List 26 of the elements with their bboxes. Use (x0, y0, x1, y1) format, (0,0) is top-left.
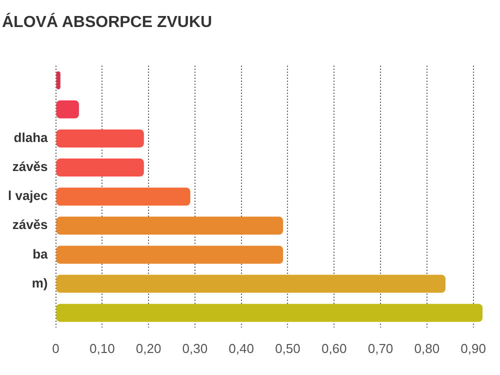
bar (56, 188, 190, 206)
x-tick-label: 0,70 (368, 340, 394, 356)
x-tick-label: 0 (52, 340, 60, 356)
x-tick-label: 0,20 (136, 340, 162, 356)
x-tick-label: 0,90 (460, 340, 486, 356)
bar (56, 274, 446, 293)
bar (56, 100, 79, 118)
y-tick-label: ba (32, 246, 49, 262)
chart-title: ÁLOVÁ ABSORPCE ZVUKU (2, 14, 212, 32)
x-tick-label: 0,60 (321, 340, 347, 356)
bar (56, 71, 60, 90)
bar (56, 216, 284, 235)
bar (56, 129, 144, 148)
bar (56, 158, 144, 177)
x-tick-label: 0,30 (182, 340, 208, 356)
x-tick-label: 0,50 (275, 340, 300, 356)
y-tick-label: dlaha (14, 130, 49, 146)
y-tick-label: závěs (12, 159, 48, 174)
bar (56, 246, 284, 264)
x-tick-label: 0,10 (89, 340, 115, 356)
bar (56, 304, 483, 322)
x-tick-label: 0,40 (228, 340, 254, 356)
y-tick-label: l vajec (8, 188, 48, 204)
y-tick-label: závěs (12, 217, 48, 232)
x-tick-label: 0,80 (414, 340, 440, 356)
y-tick-label: m) (32, 275, 48, 290)
